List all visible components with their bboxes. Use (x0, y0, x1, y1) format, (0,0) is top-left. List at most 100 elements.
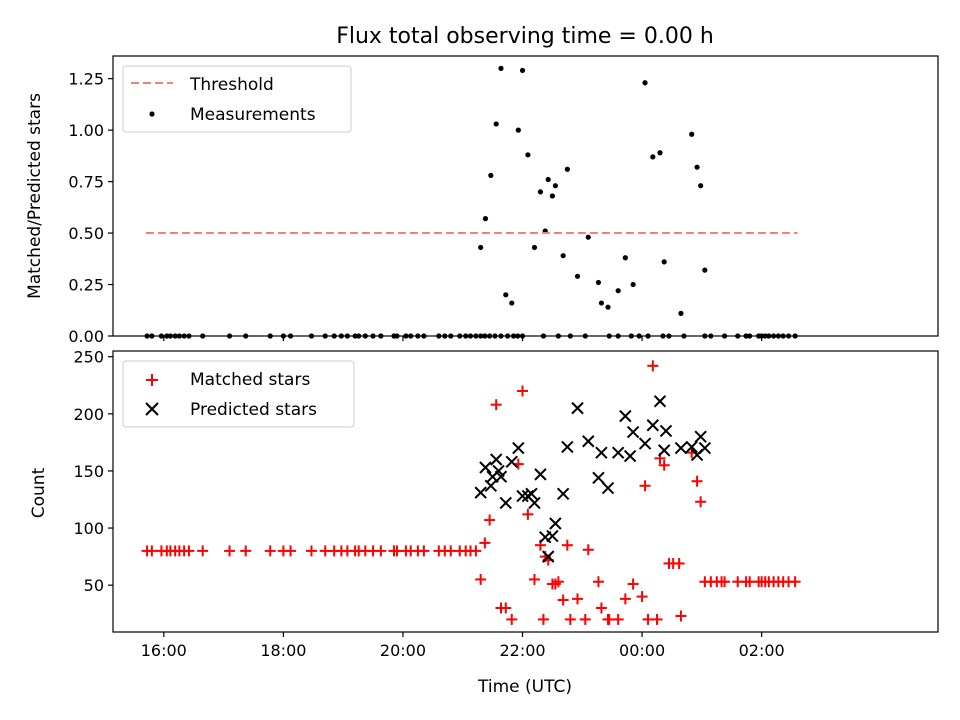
measurement-point (678, 310, 684, 316)
bottom-xtick-label: 18:00 (260, 641, 306, 660)
top-ytick-label: 1.25 (68, 70, 104, 89)
measurement-point (702, 267, 708, 273)
axes-bottom: 16:00 18:00 20:00 22:00 00:00 02:00 50 100 150 2… (29, 348, 939, 697)
predicted-star-point (674, 441, 688, 455)
measurement-point (605, 304, 611, 310)
matched-star-point (695, 496, 707, 508)
measurement-point (595, 279, 602, 286)
matched-star-point (651, 613, 663, 625)
predicted-star-point (542, 550, 555, 563)
predicted-star-point (638, 437, 652, 450)
predicted-star-point (601, 481, 615, 495)
matched-star-point (603, 613, 615, 625)
predicted-star-point (582, 435, 595, 448)
predicted-star-point (659, 424, 673, 438)
predicted-star-point (534, 468, 547, 481)
matched-star-point (592, 576, 604, 588)
bottom-ytick-label: 100 (73, 519, 104, 538)
matched-star-point (197, 545, 209, 557)
matched-star-point (490, 399, 502, 411)
matched-star-point (561, 539, 573, 551)
matched-star-point (522, 508, 534, 520)
matched-star-point (647, 360, 659, 372)
top-axes-frame (112, 55, 939, 337)
axes-top: 0.00 0.25 0.50 0.75 1.00 1.25 Matched/Predict… (25, 55, 939, 346)
predicted-star-point (592, 471, 605, 484)
matched-star-point (475, 573, 487, 585)
matched-star-point (639, 480, 651, 492)
predicted-star-point (595, 446, 608, 459)
top-ytick-label: 0.75 (68, 173, 104, 192)
matched-star-point (484, 514, 496, 526)
matched-star-point (552, 576, 564, 588)
predicted-star-point (694, 430, 707, 443)
matched-star-point (716, 576, 728, 588)
legend-measurements-swatch (149, 111, 155, 117)
predicted-star-point (516, 489, 529, 503)
predicted-star-point (653, 395, 667, 408)
measurement-point (531, 244, 538, 251)
predicted-star-point (474, 486, 487, 499)
predicted-star-point (611, 446, 625, 459)
measurement-point (537, 189, 544, 195)
top-yticks: 0.00 0.25 0.50 0.75 1.00 1.25 (68, 70, 113, 346)
measurement-point (642, 80, 648, 86)
matched-star-point (579, 613, 591, 625)
bottom-xticks: 16:00 18:00 20:00 22:00 00:00 02:00 (141, 632, 785, 660)
matched-star-point (506, 613, 518, 625)
predicted-star-point (499, 496, 512, 510)
matched-star-point (528, 573, 540, 585)
matched-star-point (517, 385, 529, 397)
matched-star-point (183, 545, 195, 557)
matched-star-point (470, 545, 482, 557)
matched-star-point (636, 591, 648, 603)
bottom-ytick-label: 150 (73, 462, 104, 481)
measurement-point (564, 166, 570, 172)
top-ytick-label: 0.50 (68, 224, 104, 243)
measurement-point (493, 121, 499, 127)
predicted-star-point (512, 441, 525, 455)
predicted-star-point (685, 440, 698, 454)
matched-star-point (789, 576, 801, 588)
chart-title: Flux total observing time = 0.00 h (336, 24, 714, 49)
predicted-star-point (698, 441, 712, 455)
measurement-point (498, 65, 504, 71)
predicted-star-point (505, 455, 518, 469)
measurement-point (560, 253, 566, 259)
measurement-point (515, 127, 521, 133)
top-legend-frame (122, 65, 352, 133)
matched-star-point (627, 578, 639, 590)
predicted-star-point (528, 496, 541, 510)
bottom-ylabel: Count (29, 467, 49, 518)
legend-threshold-label: Threshold (189, 75, 274, 95)
predicted-star-point (571, 401, 584, 415)
measurement-point (478, 244, 484, 251)
matched-star-point (375, 545, 387, 557)
predicted-star-point (626, 425, 640, 439)
measurement-point (545, 176, 551, 183)
measurement-point (615, 288, 621, 294)
bottom-axes-frame (112, 350, 939, 633)
top-ytick-label: 0.00 (68, 327, 104, 346)
matched-star-point (658, 459, 670, 471)
matched-star-point (305, 545, 317, 557)
measurement-point (519, 67, 526, 74)
matched-star-point (224, 545, 236, 557)
matched-star-point (691, 475, 703, 487)
measurement-point (482, 216, 489, 222)
top-ytick-label: 0.25 (68, 276, 104, 295)
predicted-star-point (556, 487, 570, 500)
measurement-point (650, 154, 656, 160)
measurement-point (585, 234, 591, 240)
predicted-star-point (525, 487, 538, 500)
predicted-star-point (623, 449, 637, 463)
matched-star-point (479, 537, 491, 549)
matched-star-point (557, 594, 569, 606)
measurement-point (622, 255, 628, 261)
bottom-xtick-label: 22:00 (499, 641, 545, 660)
legend-predicted-label: Predicted stars (190, 400, 317, 420)
predicted-star-point (549, 517, 562, 530)
bottom-ytick-label: 50 (84, 576, 104, 595)
top-ytick-label: 1.00 (68, 121, 104, 140)
matched-star-point (146, 545, 158, 557)
